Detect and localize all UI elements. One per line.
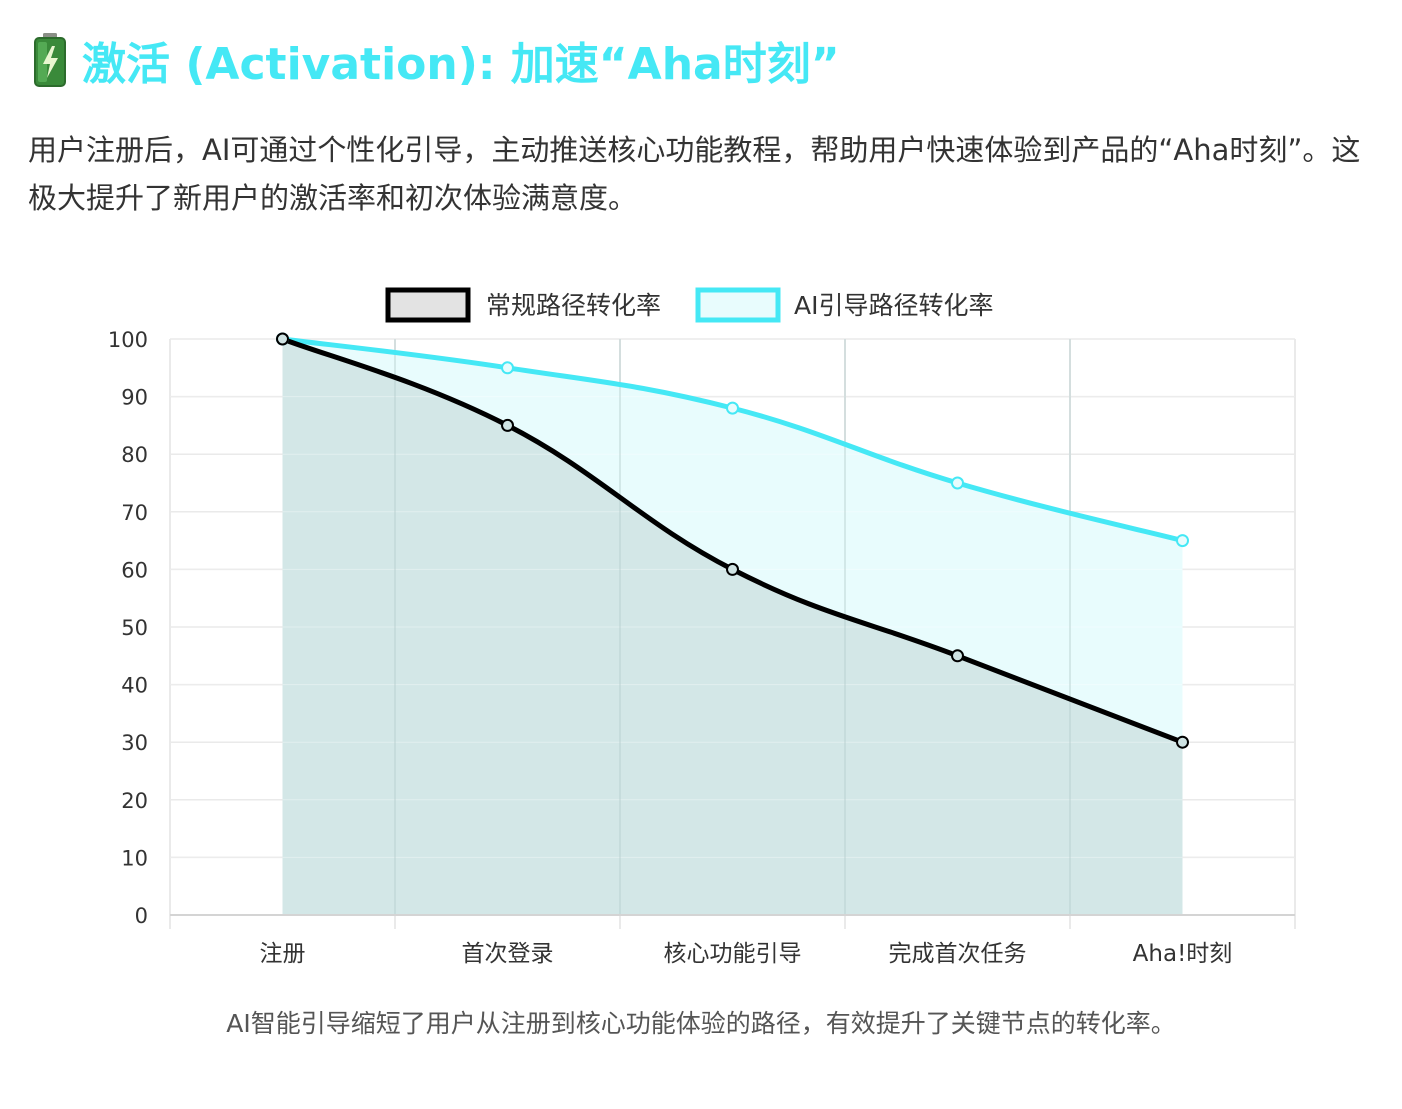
conversion-chart: 0 10 20 30 40 50 60 70 80 90 100 注册 首次登录 核心功能引导 完成首次任务…: [0, 270, 1402, 990]
series-1-point-1: [276, 332, 289, 346]
chart-caption: AI智能引导缩短了用户从注册到核心功能体验的路径，有效提升了关键节点的转化率。: [226, 1009, 1176, 1038]
y-tick-label: 30: [121, 731, 148, 755]
series-1-point-5: [1176, 735, 1189, 749]
series-2-point-5: [1176, 534, 1189, 548]
y-tick-label: 50: [121, 616, 148, 640]
battery-icon: [32, 32, 68, 88]
intro-paragraph: 用户注册后，AI可通过个性化引导，主动推送核心功能教程，帮助用户快速体验到产品的…: [28, 133, 1361, 215]
x-tick-label: 注册: [260, 941, 306, 967]
x-tick-label: 完成首次任务: [889, 941, 1027, 967]
y-tick-label: 90: [121, 386, 148, 410]
section-title: 激活 (Activation): 加速“Aha时刻”: [82, 39, 840, 90]
series-1-point-3: [726, 562, 739, 576]
x-tick-label: 首次登录: [462, 941, 554, 967]
y-tick-label: 100: [108, 328, 148, 352]
section-heading: 激活 (Activation): 加速“Aha时刻”: [32, 28, 840, 92]
series-2-point-3: [726, 401, 739, 415]
y-tick-label: 70: [121, 501, 148, 525]
legend-swatch-1: [385, 287, 471, 323]
series-1-point-2: [501, 418, 514, 432]
legend-swatch-2: [695, 287, 781, 323]
y-tick-label: 40: [121, 674, 148, 698]
y-tick-label: 80: [121, 443, 148, 467]
legend-label-1: 常规路径转化率: [486, 291, 661, 320]
y-tick-label: 60: [121, 558, 148, 582]
y-tick-label: 0: [135, 904, 148, 928]
x-tick-label: 核心功能引导: [664, 941, 802, 967]
chart-svg: 0 10 20 30 40 50 60 70 80 90 100 注册 首次登录 核心功能引导 完成首次任务…: [108, 287, 1296, 967]
y-tick-label: 20: [121, 789, 148, 813]
x-tick-label: Aha!时刻: [1133, 941, 1233, 967]
series-1-point-4: [951, 649, 964, 663]
series-2-point-2: [501, 361, 514, 375]
series-area-1: [282, 339, 1183, 915]
y-tick-label: 10: [121, 846, 148, 870]
legend-label-2: AI引导路径转化率: [794, 291, 993, 320]
series-2-point-4: [951, 476, 964, 490]
